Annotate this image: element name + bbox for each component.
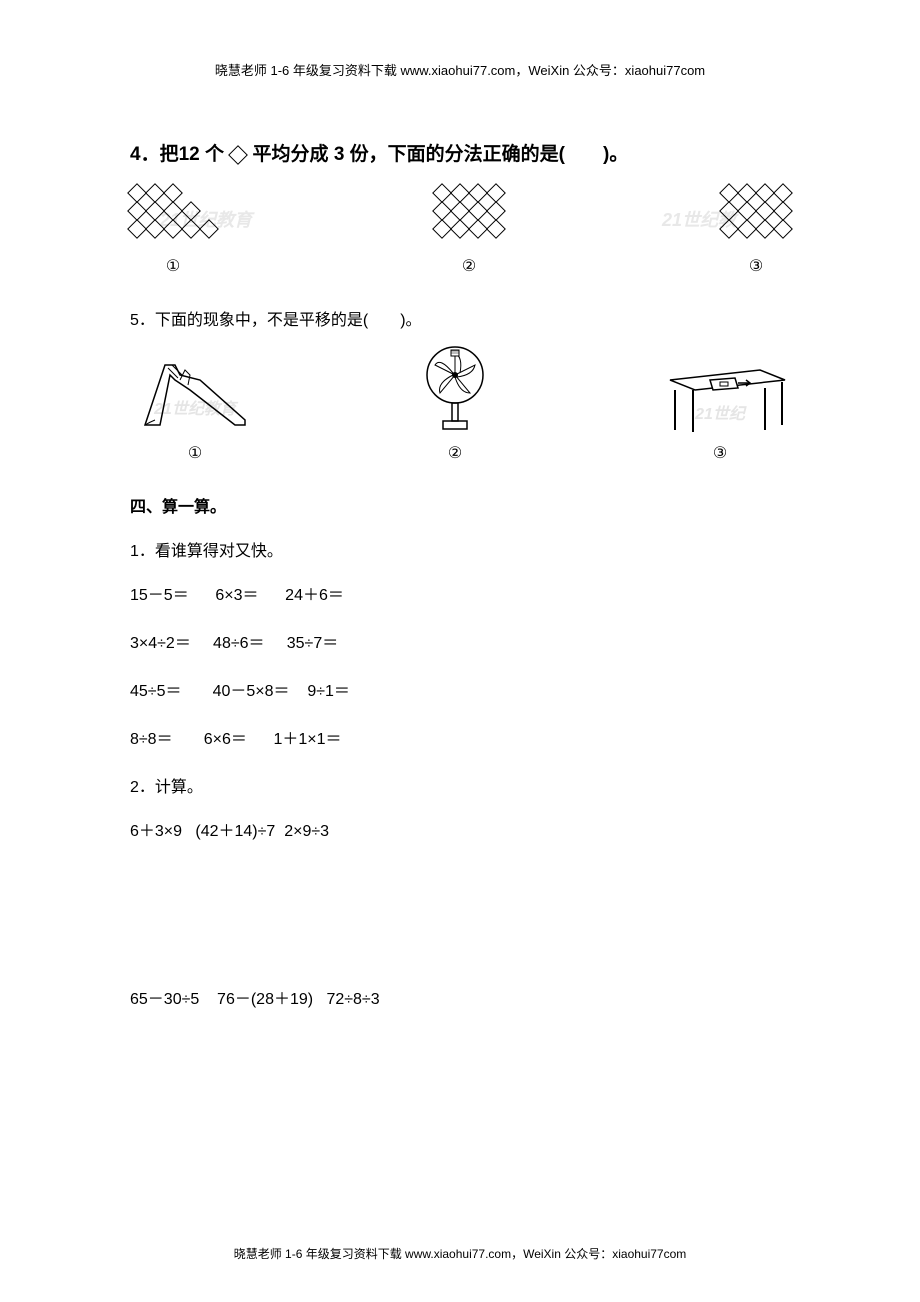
q4-suffix: 平均分成 3 份，下面的分法正确的是( )。 [253,144,629,165]
diamond-group-3: 21世纪教 [722,186,790,240]
page-header: 晓慧老师 1-6 年级复习资料下载 www.xiaohui77.com，WeiX… [130,60,790,79]
math-row-1: 15－5＝ 6×3＝ 24＋6＝ [130,581,790,605]
page-footer: 晓慧老师 1-6 年级复习资料下载 www.xiaohui77.com，WeiX… [0,1245,920,1262]
section-4-title: 四、算一算。 [130,493,790,517]
math-row-4: 8÷8＝ 6×6＝ 1＋1×1＝ [130,725,790,749]
q5-images: 21世纪教育 ① ② [130,345,790,463]
slide-icon [130,350,260,435]
q5-option-1: 21世纪教育 ① [130,350,260,463]
math-row-5: 6＋3×9 (42＋14)÷7 2×9÷3 [130,817,790,841]
question-4-text: 4．把12 个 平均分成 3 份，下面的分法正确的是( )。 [130,139,790,166]
q4-option-1: 21世纪教育 ① [130,186,216,276]
q4-prefix: 4．把12 个 [130,144,224,165]
option-number-2: ② [448,443,462,463]
math-row-3: 45÷5＝ 40－5×8＝ 9÷1＝ [130,677,790,701]
q5-option-3: 21世纪 ③ [650,360,790,463]
math-row-2: 3×4÷2＝ 48÷6＝ 35÷7＝ [130,629,790,653]
option-number-1: ① [188,443,202,463]
question-5-text: 5．下面的现象中，不是平移的是( )。 [130,306,790,330]
option-number-3: ③ [749,256,763,276]
option-number-3: ③ [713,443,727,463]
option-number-2: ② [462,256,476,276]
sub-question-2: 2．计算。 [130,773,790,797]
q4-option-2: ② [435,186,503,276]
math-row-6: 65－30÷5 76－(28＋19) 72÷8÷3 [130,985,790,1009]
drawer-icon [650,360,790,435]
option-number-1: ① [166,256,180,276]
sub-question-1: 1．看谁算得对又快。 [130,537,790,561]
diamond-group-2 [435,186,503,240]
diamond-icon [228,145,248,165]
fan-icon [415,345,495,435]
diamond-group-1: 21世纪教育 [130,186,216,240]
q4-option-3: 21世纪教 ③ [722,186,790,276]
q5-option-2: ② [415,345,495,463]
q4-options: 21世纪教育 ① ② 21世纪教 ③ [130,186,790,276]
